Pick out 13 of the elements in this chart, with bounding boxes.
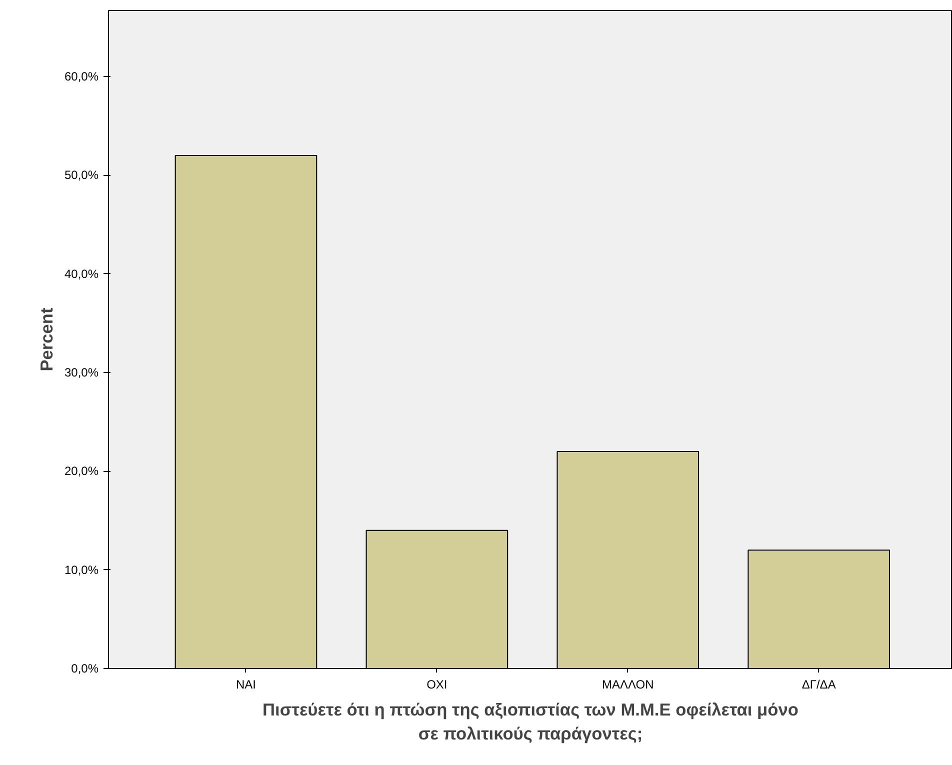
y-axis-title: Percent bbox=[36, 307, 56, 372]
x-tick-label: ΔΓ/ΔΑ bbox=[802, 678, 836, 692]
x-axis-title: Πιστεύετε ότι η πτώση της αξιοπιστίας των Μ.Μ.Ε οφείλεται μόνο σε πολιτικούς παράγοντες; bbox=[262, 700, 798, 744]
y-tick-label: 10,0% bbox=[64, 562, 99, 577]
y-tick-label: 40,0% bbox=[64, 266, 99, 281]
y-tick-label: 20,0% bbox=[64, 464, 99, 478]
y-tick-label: 0,0% bbox=[71, 662, 99, 676]
y-tick-label: 50,0% bbox=[64, 168, 99, 182]
x-tick-label: ΜΑΛΛΟΝ bbox=[602, 678, 654, 692]
x-tick-label: ΟΧΙ bbox=[426, 678, 448, 692]
y-tick-label: 60,0% bbox=[64, 70, 99, 84]
x-tick-label: ΝΑΙ bbox=[236, 678, 256, 692]
y-tick-label: 30,0% bbox=[64, 366, 99, 380]
